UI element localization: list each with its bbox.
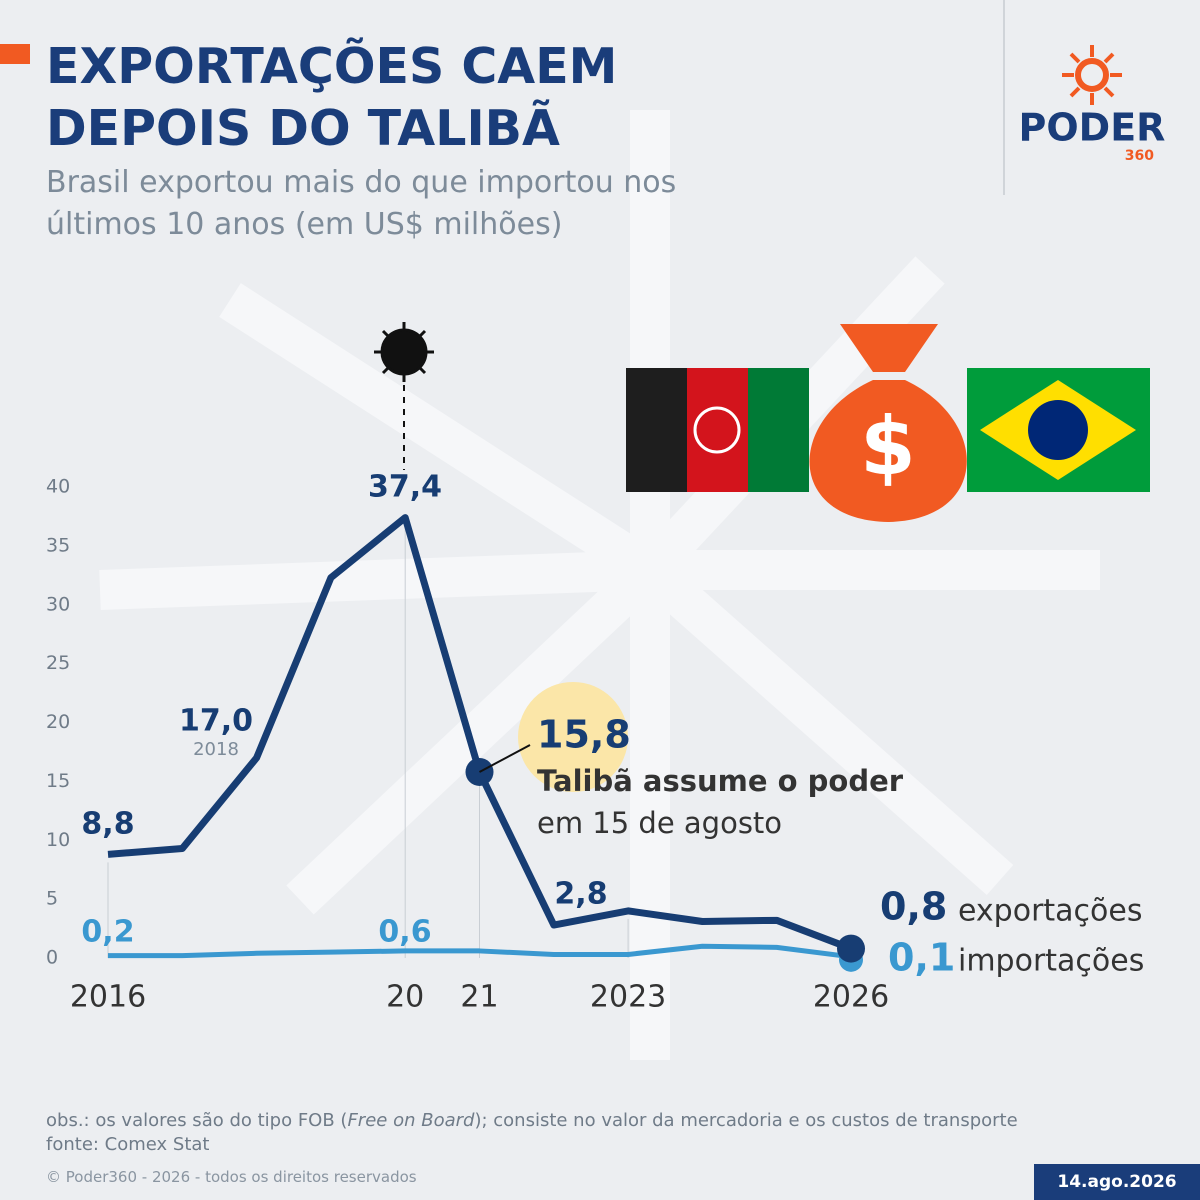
y-tick-label: 25 [46, 652, 70, 674]
value-label: 0,8 [880, 885, 947, 929]
legend-label: exportações [958, 894, 1143, 929]
value-label: 17,0 [179, 704, 253, 739]
brazil-flag [967, 368, 1150, 492]
y-tick-label: 15 [46, 770, 70, 792]
value-label: 0,1 [888, 936, 955, 980]
footer-date: 14.ago.2026 [1034, 1164, 1200, 1200]
value-label: 15,8 [537, 713, 631, 757]
annotation: 2018 [193, 739, 239, 760]
y-tick-label: 20 [46, 711, 70, 733]
value-label: 2,8 [554, 877, 607, 912]
afghanistan-flag [626, 368, 809, 492]
logo-number: 360 [1125, 148, 1154, 164]
annotation: em 15 de agosto [537, 806, 782, 840]
value-label: 0,2 [81, 915, 134, 950]
x-tick-label: 2016 [70, 980, 146, 1015]
logo-name: PODER [1019, 106, 1166, 150]
logo-icon [1062, 45, 1122, 105]
footer-copyright: © Poder360 - 2026 - todos os direitos re… [46, 1168, 417, 1186]
background-rays [99, 110, 1100, 1060]
y-tick-label: 35 [46, 534, 70, 556]
end-dot [837, 934, 865, 963]
x-tick-label: 2026 [813, 980, 889, 1015]
x-tick-label: 2023 [590, 980, 666, 1015]
annotation: Talibã assume o poder [537, 764, 904, 798]
chart-subtitle: Brasil exportou mais do que importou nos… [46, 165, 677, 242]
value-label: 8,8 [81, 807, 134, 842]
note-start: obs.: os valores são do tipo FOB ( [46, 1110, 348, 1131]
footer-source: fonte: Comex Stat [46, 1134, 210, 1155]
y-tick-label: 30 [46, 593, 70, 615]
event-connector [479, 744, 531, 773]
y-tick-label: 40 [46, 476, 70, 498]
note-italic: Free on Board [347, 1110, 475, 1131]
value-label: 0,6 [378, 915, 431, 950]
y-tick-label: 10 [46, 829, 70, 851]
y-tick-label: 0 [46, 947, 58, 969]
legend-label: importações [958, 944, 1144, 979]
money-bag: $ [809, 324, 967, 522]
series-line [108, 943, 852, 960]
footer-note: obs.: os valores são do tipo FOB (Free o… [46, 1110, 1018, 1131]
note-end: ); consiste no valor da mercadoria e os … [474, 1110, 1018, 1131]
chart-title: EXPORTAÇÕES CAEM DEPOIS DO TALIBÃ [46, 38, 618, 157]
virus-icon [374, 322, 434, 470]
x-tick-label: 20 [386, 980, 424, 1015]
accent-bar [0, 44, 30, 64]
x-tick-label: 21 [460, 980, 498, 1015]
highlight-circle [518, 682, 628, 792]
y-tick-label: 5 [46, 888, 58, 910]
value-label: 37,4 [368, 470, 442, 505]
svg-text:$: $ [860, 400, 916, 493]
